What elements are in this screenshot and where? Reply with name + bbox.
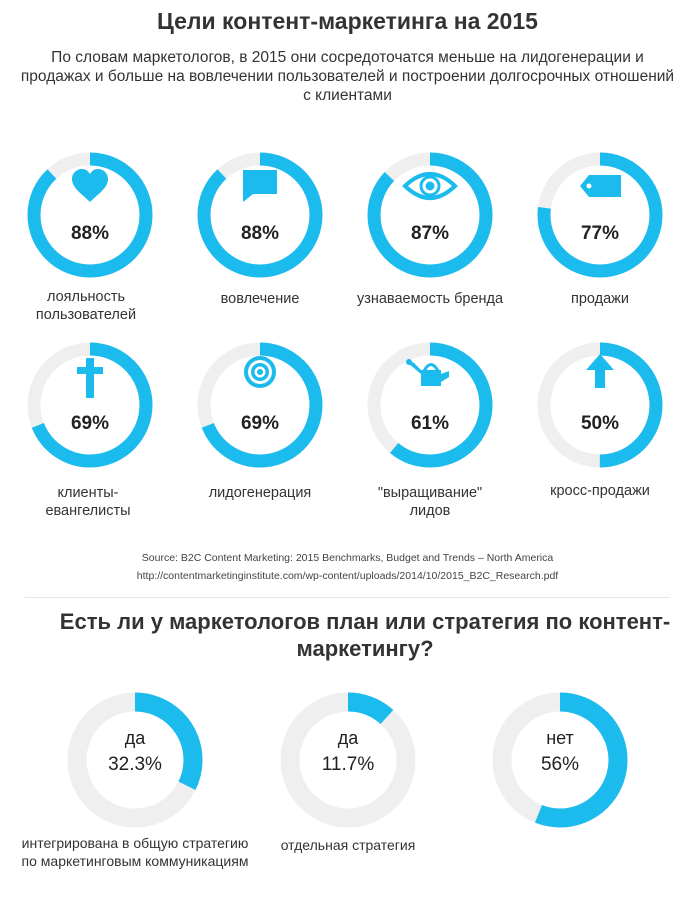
strategy-donut-svg [492,692,628,828]
donut-segment [537,342,663,468]
goal-label: продажи [571,291,629,307]
data-label: 69% [240,413,280,434]
donut-segment [27,342,153,468]
donut-segment [197,152,323,278]
donut-segment [537,152,663,278]
data-label: 11.7% [321,754,375,775]
donut-segment [367,152,493,278]
goal-label: вовлечение [220,291,300,307]
watering-can-icon [406,359,449,386]
answer-label: да [337,728,359,748]
strategy-donut: да 11.7% [278,690,418,830]
goal-label: клиенты-евангелисты [45,485,131,519]
data-label: 88% [70,223,110,244]
section-title: Есть ли у маркетологов план или стратеги… [59,609,671,661]
data-label: 32.3% [108,754,162,775]
source-line: Source: B2C Content Marketing: 2015 Benc… [141,552,554,564]
donut-segment [280,692,416,828]
goal-label: узнаваемость бренда [356,291,504,307]
goal-donut-svg [537,342,663,468]
goal-donut-svg [537,152,663,278]
data-label: 88% [240,223,280,244]
answer-label: да [124,728,146,748]
donut-segment [367,342,493,468]
data-label: 87% [410,223,450,244]
goal-donut: 69% [25,340,155,470]
goal-donut-svg [27,342,153,468]
data-label: 77% [580,223,620,244]
donut-segment [492,692,628,828]
goal-label: кросс-продажи [550,483,650,499]
goal-donut-svg [367,152,493,278]
goal-donut-svg [197,152,323,278]
cross-icon [77,358,103,398]
price-tag-icon [580,175,621,197]
page-title: Цели контент-маркетинга на 2015 [157,8,538,34]
goal-label: "выращивание" лидов [377,485,483,519]
goal-donut-svg [27,152,153,278]
strategy-donut-svg [67,692,203,828]
goal-donut-svg [197,342,323,468]
target-icon [244,356,276,388]
goal-donut: 88% [25,150,155,280]
goal-donut: 69% [195,340,325,470]
arrow-up-icon [586,354,614,388]
goal-label: лидогенерация [208,485,312,501]
goal-donut-svg [367,342,493,468]
strategy-donut: да 32.3% [65,690,205,830]
section-divider [25,597,670,598]
donut-segment [197,342,323,468]
speech-bubble-icon [243,170,277,202]
strategy-label: интегрирована в общую стратегию по марке… [21,835,249,869]
goal-donut: 88% [195,150,325,280]
data-label: 50% [580,413,620,434]
goal-donut: 87% [365,150,495,280]
strategy-label: отдельная стратегия [280,837,416,853]
goal-donut: 50% [535,340,665,470]
source-url: http://contentmarketinginstitute.com/wp-… [136,570,559,582]
data-label: 61% [410,413,450,434]
goal-donut: 77% [535,150,665,280]
eye-icon [402,172,458,200]
answer-label: нет [546,728,574,748]
donut-segment [27,152,153,278]
heart-icon [72,169,108,202]
strategy-donut: нет 56% [490,690,630,830]
goal-donut: 61% [365,340,495,470]
goal-label: лояльность пользователей [35,289,137,323]
strategy-donut-svg [280,692,416,828]
data-label: 56% [540,754,580,775]
page-subtitle: По словам маркетологов, в 2015 они сосре… [20,49,675,104]
donut-segment [67,692,203,828]
data-label: 69% [70,413,110,434]
